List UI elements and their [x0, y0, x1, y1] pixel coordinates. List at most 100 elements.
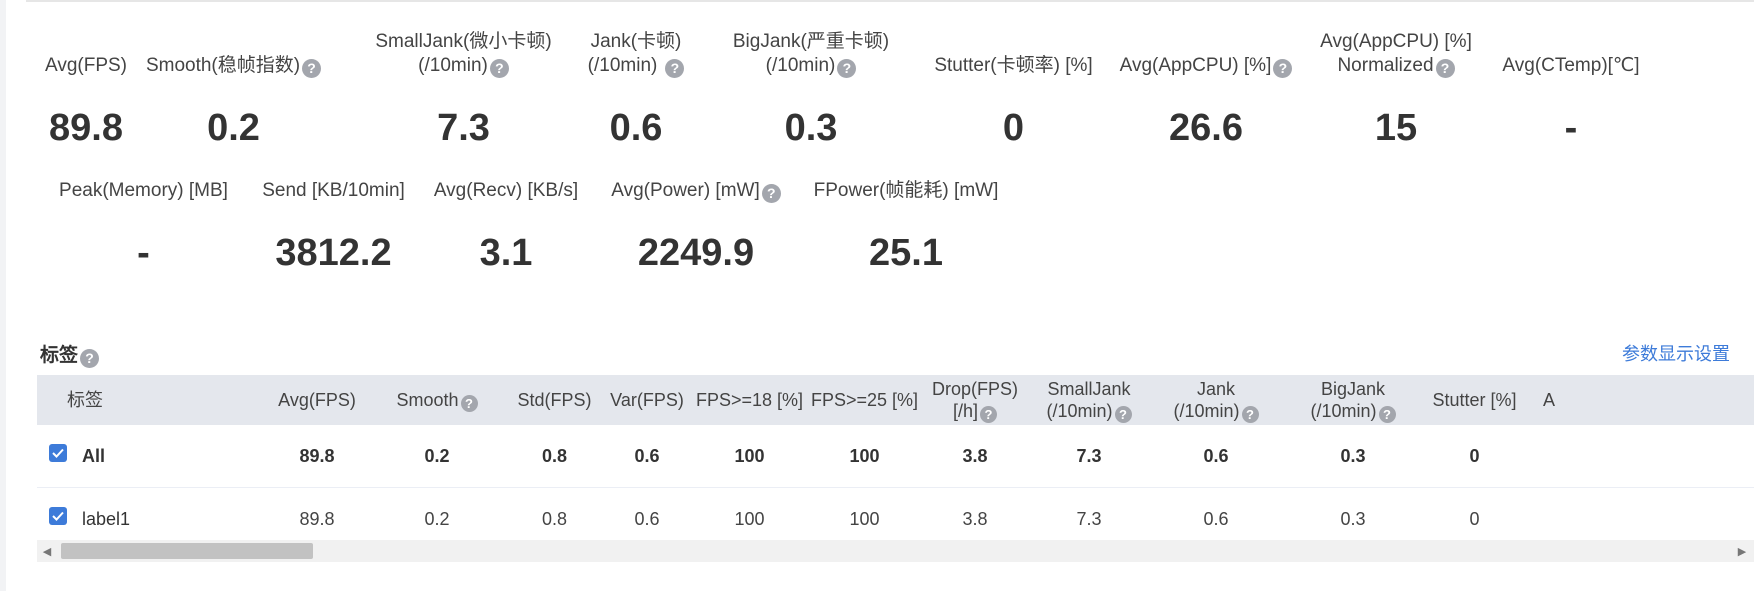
row-label: All: [82, 445, 106, 466]
metric-label: SmallJank(微小卡顿) (/10min)?: [371, 30, 556, 78]
metric-label-text: Avg(CTemp)[℃]: [1502, 55, 1640, 76]
col-header-text: Std(FPS): [517, 390, 592, 410]
cell-stutter: 0: [1469, 445, 1480, 466]
metric-label-text: Avg(FPS): [44, 55, 127, 76]
col-header-fps-18[interactable]: FPS>=18 [%]: [692, 375, 807, 425]
cell-jank: 0.6: [1203, 508, 1229, 529]
col-header-var-fps[interactable]: Var(FPS): [602, 375, 692, 425]
cell-avg-fps: 89.8: [299, 508, 335, 529]
col-header-drop-fps[interactable]: Drop(FPS) [/h]?: [925, 375, 1025, 425]
metric-label-text: Normalized: [1337, 55, 1434, 76]
help-icon[interactable]: ?: [1241, 405, 1259, 423]
metric-value: 7.3: [437, 107, 490, 149]
metric-value: 2249.9: [637, 232, 755, 274]
col-header-text: FPS>=25 [%]: [810, 390, 919, 410]
horizontal-scrollbar[interactable]: ◀ ▶: [37, 540, 1754, 562]
metric-value: 0: [1002, 107, 1025, 149]
metric-value: 25.1: [869, 232, 943, 274]
help-icon[interactable]: ?: [837, 59, 857, 78]
metric-label-text: Avg(Power) [mW]: [611, 180, 760, 201]
help-icon[interactable]: ?: [1273, 59, 1293, 78]
col-header-text: A: [1542, 390, 1555, 410]
cell-avg-fps: 89.8: [299, 445, 335, 466]
cell-smalljank: 7.3: [1076, 508, 1102, 529]
metric-avg-appcpu-normalized: Avg(AppCPU) [%] Normalized? 15: [1311, 30, 1481, 150]
metric-label-text: Send [KB/10min]: [262, 180, 405, 201]
help-icon[interactable]: ?: [761, 184, 781, 203]
col-header-jank[interactable]: Jank (/10min)?: [1161, 375, 1271, 425]
col-header-text: FPS>=18 [%]: [695, 390, 804, 410]
table-header: 标签 Avg(FPS) Smooth? Std(FPS) Var(FPS) FP…: [37, 375, 1754, 425]
col-header-text: 标签: [67, 390, 103, 410]
scroll-left-arrow-icon[interactable]: ◀: [42, 545, 52, 558]
col-header-text: [/h]: [952, 400, 978, 421]
row-checkbox[interactable]: [49, 444, 67, 462]
col-header-smooth[interactable]: Smooth?: [382, 375, 492, 425]
col-header-text: Smooth: [396, 389, 459, 410]
metric-bigjank: BigJank(严重卡顿) (/10min)? 0.3: [726, 30, 896, 150]
metric-avg-appcpu: Avg(AppCPU) [%]? 26.6: [1116, 30, 1296, 150]
col-header-text: (/10min): [1046, 400, 1113, 421]
metric-jank: Jank(卡顿) (/10min)? 0.6: [581, 30, 691, 150]
help-icon[interactable]: ?: [302, 59, 322, 78]
col-header-smalljank[interactable]: SmallJank (/10min)?: [1034, 375, 1144, 425]
table-row[interactable]: All 89.8 0.2 0.8 0.6 100 100 3.8 7.3 0.6…: [37, 425, 1754, 488]
cell-fps-18: 100: [734, 508, 765, 529]
col-header-text: Stutter [%]: [1432, 390, 1517, 410]
help-icon[interactable]: ?: [1114, 405, 1132, 423]
metric-avg-recv: Avg(Recv) [KB/s] 3.1: [426, 155, 586, 275]
metric-value: 89.8: [49, 107, 123, 149]
help-icon[interactable]: ?: [1435, 59, 1455, 78]
help-icon[interactable]: ?: [980, 405, 997, 423]
cell-stutter: 0: [1469, 508, 1480, 529]
check-icon: [52, 511, 64, 521]
cell-bigjank: 0.3: [1340, 445, 1366, 466]
cell-smooth: 0.2: [424, 508, 450, 529]
cell-fps-18: 100: [734, 445, 765, 466]
help-icon[interactable]: ?: [80, 349, 100, 368]
help-icon[interactable]: ?: [489, 59, 509, 78]
row-checkbox[interactable]: [49, 507, 67, 525]
col-header-text: SmallJank: [1047, 378, 1131, 399]
col-header-truncated[interactable]: A: [1539, 375, 1559, 425]
col-header-bigjank[interactable]: BigJank (/10min)?: [1298, 375, 1408, 425]
col-header-avg-fps[interactable]: Avg(FPS): [257, 375, 377, 425]
metric-label-text: (/10min): [765, 55, 836, 76]
metric-label: Stutter(卡顿率) [%]: [926, 30, 1101, 78]
col-header-text: (/10min): [1310, 400, 1377, 421]
cell-std-fps: 0.8: [541, 445, 568, 466]
cell-jank: 0.6: [1203, 445, 1229, 466]
metric-label-text: Avg(AppCPU) [%]: [1119, 55, 1272, 76]
metric-smooth: Smooth(稳帧指数)? 0.2: [146, 30, 322, 150]
metric-label: Avg(Power) [mW]?: [596, 155, 796, 203]
metric-label: Jank(卡顿) (/10min)?: [581, 30, 691, 78]
help-icon[interactable]: ?: [460, 394, 478, 412]
col-header-stutter[interactable]: Stutter [%]: [1422, 375, 1527, 425]
scroll-thumb[interactable]: [61, 543, 313, 559]
metric-avg-fps: Avg(FPS) 89.8: [36, 30, 136, 150]
metric-label-text: BigJank(严重卡顿): [732, 31, 890, 52]
cell-fps-25: 100: [849, 445, 880, 466]
cell-bigjank: 0.3: [1340, 508, 1366, 529]
section-title-text: 标签: [40, 345, 79, 366]
cell-drop-fps: 3.8: [962, 508, 988, 529]
metric-label-text: Avg(Recv) [KB/s]: [433, 180, 579, 201]
metric-value: 3.1: [479, 232, 533, 274]
col-header-text: Jank: [1196, 378, 1236, 399]
metric-value: 0.2: [207, 107, 260, 149]
display-settings-link[interactable]: 参数显示设置: [1622, 344, 1730, 364]
cell-var-fps: 0.6: [634, 508, 660, 529]
col-header-std-fps[interactable]: Std(FPS): [502, 375, 607, 425]
metric-value: 26.6: [1169, 107, 1243, 149]
metric-label: Peak(Memory) [MB]: [51, 155, 236, 203]
scroll-right-arrow-icon[interactable]: ▶: [1737, 545, 1747, 558]
col-header-fps-25[interactable]: FPS>=25 [%]: [807, 375, 922, 425]
col-header-tag[interactable]: 标签: [67, 375, 137, 425]
help-icon[interactable]: ?: [665, 59, 685, 78]
metric-label: FPower(帧能耗) [mW]: [806, 155, 1006, 203]
col-header-text: Var(FPS): [610, 390, 684, 410]
metric-label: BigJank(严重卡顿) (/10min)?: [726, 30, 896, 78]
help-icon[interactable]: ?: [1378, 405, 1396, 423]
metric-label-text: (/10min): [418, 55, 488, 76]
metric-peak-memory: Peak(Memory) [MB] -: [51, 155, 236, 275]
